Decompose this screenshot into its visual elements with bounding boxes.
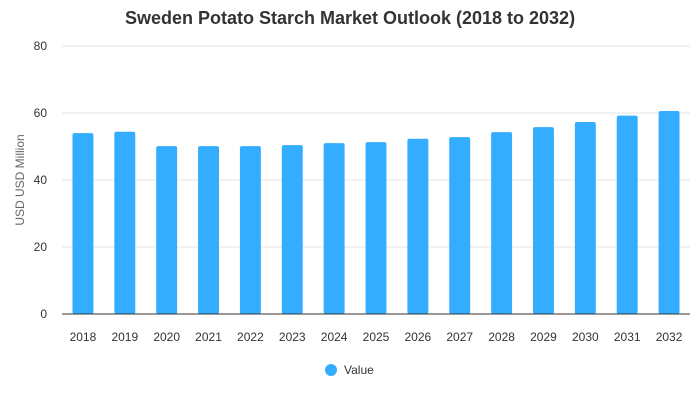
x-tick-label: 2021	[195, 330, 222, 344]
x-tick-label: 2022	[237, 330, 264, 344]
chart-title: Sweden Potato Starch Market Outlook (201…	[124, 8, 576, 28]
legend-label: Value	[344, 363, 374, 377]
bar-2029[interactable]	[533, 127, 554, 314]
bar-2024[interactable]	[323, 143, 345, 314]
bar-2023[interactable]	[281, 145, 303, 314]
bars	[72, 110, 680, 315]
x-tick-label: 2019	[111, 330, 138, 344]
y-tick-label: 40	[34, 173, 48, 187]
x-tick-label: 2026	[405, 330, 432, 344]
x-tick-label: 2032	[656, 330, 683, 344]
x-tick-label: 2030	[572, 330, 599, 344]
bar-2018[interactable]	[72, 133, 94, 314]
legend-marker	[325, 364, 337, 376]
bar-2030[interactable]	[574, 122, 596, 314]
x-tick-label: 2028	[488, 330, 515, 344]
legend[interactable]: Value	[325, 363, 374, 377]
y-axis-label: USD USD Million	[13, 134, 27, 225]
bar-2026[interactable]	[407, 138, 429, 314]
y-tick-label: 80	[34, 39, 48, 53]
y-tick-label: 0	[40, 307, 47, 321]
bar-2031[interactable]	[616, 115, 638, 315]
x-tick-label: 2027	[446, 330, 473, 344]
y-axis-ticks: 0 20 40 60 80	[34, 39, 48, 321]
y-tick-label: 60	[34, 106, 48, 120]
bar-2022[interactable]	[239, 146, 261, 314]
bar-2027[interactable]	[449, 137, 471, 314]
bar-2020[interactable]	[156, 146, 178, 314]
bar-2019[interactable]	[114, 131, 136, 314]
bar-2028[interactable]	[491, 132, 513, 314]
x-tick-label: 2020	[153, 330, 180, 344]
bar-2025[interactable]	[365, 142, 387, 314]
y-tick-label: 20	[34, 240, 48, 254]
x-tick-label: 2018	[70, 330, 97, 344]
x-tick-label: 2024	[321, 330, 348, 344]
x-tick-label: 2025	[363, 330, 390, 344]
x-tick-label: 2031	[614, 330, 641, 344]
bar-2032[interactable]	[658, 110, 680, 315]
x-tick-label: 2029	[530, 330, 557, 344]
x-axis-ticks: 2018 2019 2020 2021 2022 2023 2024 2025 2026 2027…	[70, 330, 683, 344]
x-tick-label: 2023	[279, 330, 306, 344]
bar-2021[interactable]	[198, 146, 219, 314]
